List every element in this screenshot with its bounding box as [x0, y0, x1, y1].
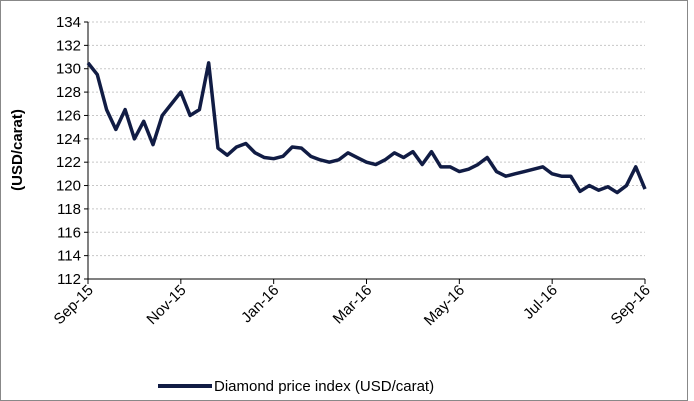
- y-tick-label: 114: [57, 248, 81, 265]
- y-tick-label: 116: [57, 224, 81, 241]
- x-tick-label: Mar-16: [330, 282, 376, 328]
- y-tick-label: 124: [56, 131, 81, 148]
- x-tick-label: May-16: [421, 282, 468, 329]
- legend-label: Diamond price index (USD/carat): [214, 378, 434, 395]
- y-tick-label: 132: [56, 37, 81, 54]
- x-tick-label: Jan-16: [238, 282, 282, 326]
- y-tick-label: 130: [56, 61, 81, 78]
- y-tick-label: 134: [56, 14, 81, 31]
- x-tick-label: Sep-16: [608, 282, 654, 328]
- x-tick-label: Sep-15: [51, 282, 97, 328]
- y-tick-label: 120: [56, 178, 81, 195]
- y-tick-label: 118: [57, 201, 81, 218]
- y-tick-label: 112: [57, 271, 81, 288]
- data-line: [86, 61, 647, 195]
- y-tick-label: 128: [56, 84, 81, 101]
- x-tick-label: Nov-15: [143, 282, 189, 328]
- x-tick-label: Jul-16: [520, 282, 561, 323]
- y-tick-label: 126: [56, 107, 81, 124]
- y-axis-label: (USD/carat): [9, 109, 26, 191]
- y-tick-label: 122: [56, 154, 81, 171]
